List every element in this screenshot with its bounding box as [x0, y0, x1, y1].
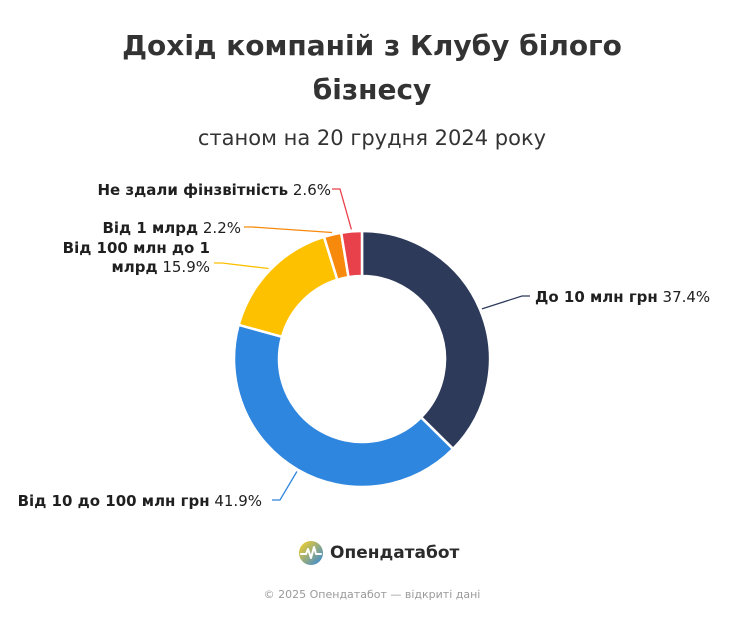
connector-slice-4 — [244, 226, 333, 234]
chart-subtitle: станом на 20 грудня 2024 року — [197, 126, 547, 150]
label-slice-4: Від 1 млрд 2.2% — [102, 219, 241, 237]
chart-title: Дохід компаній з Клубу білого бізнесу — [0, 24, 744, 112]
donut-slice-3 — [237, 235, 339, 339]
label-slice-3-line-1: Від 100 млн до 1 — [63, 239, 210, 257]
opendatabot-logo-icon — [299, 541, 323, 565]
donut-slice-5 — [339, 229, 364, 279]
brand: Опендатабот — [298, 536, 459, 570]
connector-slice-3 — [214, 262, 269, 270]
connector-slice-2 — [272, 471, 298, 501]
label-slice-2: Від 10 до 100 млн грн 41.9% — [18, 492, 262, 510]
label-slice-5: Не здали фінзвітність 2.6% — [97, 181, 331, 199]
chart-title-line-2: бізнесу — [312, 73, 432, 106]
footer-copyright: © 2025 Опендатабот — відкриті дані — [263, 588, 481, 601]
donut-slice-1 — [360, 229, 492, 451]
connector-slice-5 — [332, 188, 353, 230]
donut-slice-2 — [232, 323, 455, 489]
label-slice-1: До 10 млн грн 37.4% — [535, 288, 710, 306]
brand-name: Опендатабот — [330, 543, 460, 563]
connector-slice-1 — [481, 295, 530, 310]
chart-title-line-1: Дохід компаній з Клубу білого — [122, 29, 622, 62]
label-slice-3-line-2: млрд 15.9% — [111, 258, 210, 276]
